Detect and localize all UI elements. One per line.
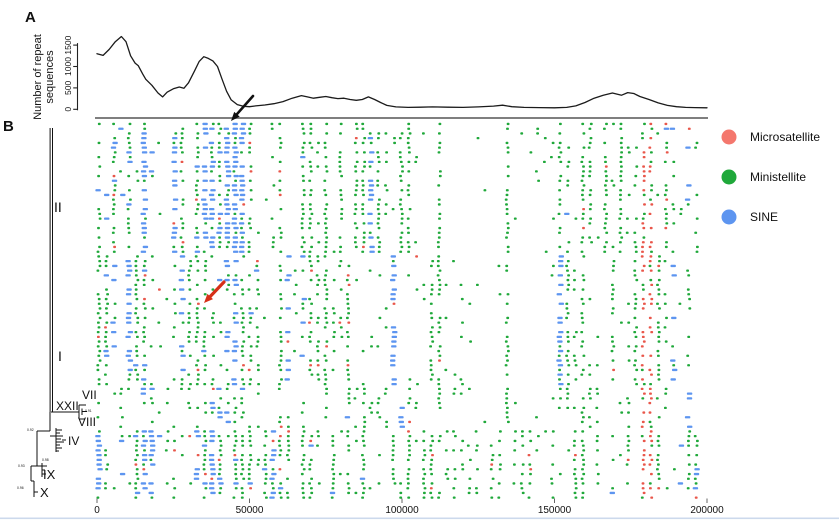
- black-arrow: [235, 94, 255, 116]
- microsatellite-legend-dot-icon: [721, 129, 737, 145]
- svg-text:IV: IV: [68, 434, 79, 448]
- svg-text:150000: 150000: [538, 505, 572, 516]
- svg-text:VII: VII: [82, 388, 97, 402]
- svg-text:100000: 100000: [385, 505, 419, 516]
- red-arrow-head: [204, 293, 213, 303]
- svg-text:I: I: [58, 348, 62, 364]
- svg-text:0.92: 0.92: [27, 428, 34, 432]
- bottom-rule: [0, 517, 839, 520]
- y-axis-title-line1: Number of repeat: [32, 34, 44, 120]
- red-arrow: [208, 280, 226, 299]
- svg-text:VIII: VIII: [78, 415, 96, 429]
- svg-text:IX: IX: [43, 467, 56, 482]
- svg-text:II: II: [54, 199, 62, 215]
- svg-text:0.93: 0.93: [18, 464, 25, 468]
- svg-text:200000: 200000: [690, 505, 724, 516]
- svg-text:0.96: 0.96: [17, 486, 24, 490]
- svg-text:1500: 1500: [63, 35, 73, 54]
- panel-a-label: A: [25, 9, 36, 26]
- svg-text:500: 500: [63, 81, 73, 95]
- repeat-density-curve: [96, 35, 708, 109]
- repeat-dot-matrix: [95, 122, 700, 499]
- sine-legend-dot-icon: [721, 209, 737, 225]
- svg-text:0: 0: [94, 505, 100, 516]
- svg-text:50000: 50000: [236, 505, 264, 516]
- svg-text:1000: 1000: [63, 57, 73, 76]
- annotation-arrows: [204, 94, 255, 303]
- svg-text:0.98: 0.98: [42, 458, 49, 462]
- svg-text:0.91: 0.91: [85, 409, 92, 413]
- ministellite-legend-dot-icon: [721, 169, 737, 185]
- panel-b-label: B: [3, 118, 14, 135]
- svg-text:0: 0: [63, 107, 73, 112]
- legend: Microsatellite Ministellite SINE: [721, 129, 820, 225]
- panel-a-axis: 0 500 1000 1500: [63, 35, 79, 112]
- y-axis-title-line2: sequences: [44, 50, 56, 104]
- sine-legend-label: SINE: [750, 210, 778, 224]
- microsatellite-legend-label: Microsatellite: [750, 130, 820, 144]
- svg-text:XXII: XXII: [56, 399, 79, 413]
- genome-position-axis: 0 50000 100000 150000 200000: [94, 498, 724, 516]
- svg-text:X: X: [40, 485, 49, 500]
- black-arrow-head: [231, 111, 240, 121]
- ministellite-legend-label: Ministellite: [750, 170, 806, 184]
